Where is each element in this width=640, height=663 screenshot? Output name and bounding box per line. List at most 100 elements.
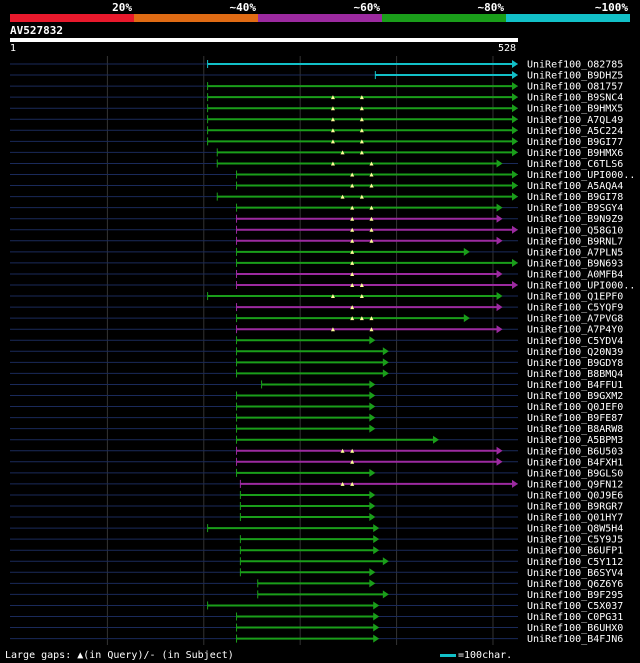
hit-name-link[interactable]: UniRef100_B6UFP1 bbox=[527, 546, 623, 557]
hit-row[interactable]: UniRef100_C5Y9J5 bbox=[10, 535, 623, 546]
hit-row[interactable]: UniRef100_Q01HY7 bbox=[10, 513, 623, 524]
hit-name-link[interactable]: UniRef100_Q20N39 bbox=[527, 347, 623, 358]
hit-row[interactable]: UniRef100_B9GLS0 bbox=[10, 468, 623, 479]
hit-name-link[interactable]: UniRef100_Q01HY7 bbox=[527, 513, 623, 524]
hit-name-link[interactable]: UniRef100_B6U503 bbox=[527, 446, 623, 457]
hit-name-link[interactable]: UniRef100_B9N9Z9 bbox=[527, 214, 623, 225]
hit-row[interactable]: UniRef100_B4FJN6 bbox=[10, 634, 623, 645]
hit-name-link[interactable]: UniRef100_B9GI78 bbox=[527, 192, 623, 203]
hit-name-link[interactable]: UniRef100_Q9FN12 bbox=[527, 479, 623, 490]
hit-row[interactable]: UniRef100_B9RGR7 bbox=[10, 502, 623, 513]
hit-row[interactable]: UniRef100_Q0J9E6 bbox=[10, 490, 623, 501]
hit-name-link[interactable]: UniRef100_C0PG31 bbox=[527, 612, 623, 623]
hit-name-link[interactable]: UniRef100_B6SYV4 bbox=[527, 568, 623, 579]
hit-row[interactable]: UniRef100_Q58G10 bbox=[10, 225, 623, 236]
hit-name-link[interactable]: UniRef100_B8BMQ4 bbox=[527, 369, 623, 380]
hit-row[interactable]: UniRef100_B9GI78 bbox=[10, 192, 623, 203]
hit-name-link[interactable]: UniRef100_B9DHZ5 bbox=[527, 71, 623, 82]
hit-name-link[interactable]: UniRef100_Q6Z6Y6 bbox=[527, 579, 623, 590]
hit-row[interactable]: UniRef100_A7PLN5 bbox=[10, 247, 623, 258]
hit-name-link[interactable]: UniRef100_A5C224 bbox=[527, 126, 623, 137]
hit-row[interactable]: UniRef100_B9HMX5 bbox=[10, 104, 623, 115]
hit-row[interactable]: UniRef100_C5Y112 bbox=[10, 557, 623, 568]
hit-name-link[interactable]: UniRef100_A5AQA4 bbox=[527, 181, 623, 192]
hit-row[interactable]: UniRef100_Q8W5H4 bbox=[10, 524, 623, 535]
hit-name-link[interactable]: UniRef100_C6TLS6 bbox=[527, 159, 623, 170]
hit-row[interactable]: UniRef100_B9N693 bbox=[10, 258, 623, 269]
hit-name-link[interactable]: UniRef100_B9F295 bbox=[527, 590, 623, 601]
hit-name-link[interactable]: UniRef100_Q8W5H4 bbox=[527, 524, 623, 535]
hit-name-link[interactable]: UniRef100_B9RGR7 bbox=[527, 502, 623, 513]
hit-name-link[interactable]: UniRef100_B8ARW8 bbox=[527, 424, 623, 435]
hit-name-link[interactable]: UniRef100_A7QL49 bbox=[527, 115, 623, 126]
hit-name-link[interactable]: UniRef100_UPI000.. bbox=[527, 281, 635, 292]
hit-row[interactable]: UniRef100_B6U503 bbox=[10, 446, 623, 457]
hit-row[interactable]: UniRef100_A7PVG8 bbox=[10, 314, 623, 325]
hit-name-link[interactable]: UniRef100_B9HMX5 bbox=[527, 104, 623, 115]
hit-name-link[interactable]: UniRef100_B9GI77 bbox=[527, 137, 623, 148]
hit-row[interactable]: UniRef100_B4FXH1 bbox=[10, 457, 623, 468]
hit-row[interactable]: UniRef100_Q9FN12 bbox=[10, 479, 623, 490]
hit-name-link[interactable]: UniRef100_B9GDY8 bbox=[527, 358, 623, 369]
hit-name-link[interactable]: UniRef100_UPI000.. bbox=[527, 170, 635, 181]
hit-name-link[interactable]: UniRef100_C5X037 bbox=[527, 601, 623, 612]
hit-row[interactable]: UniRef100_B9RNL7 bbox=[10, 236, 623, 247]
hit-row[interactable]: UniRef100_Q6Z6Y6 bbox=[10, 579, 623, 590]
hit-row[interactable]: UniRef100_O82785 bbox=[10, 60, 623, 71]
hit-row[interactable]: UniRef100_Q1EPF0 bbox=[10, 292, 623, 303]
hit-row[interactable]: UniRef100_C5X037 bbox=[10, 601, 623, 612]
hit-row[interactable]: UniRef100_A0MFB4 bbox=[10, 269, 623, 280]
hit-row[interactable]: UniRef100_B9GI77 bbox=[10, 137, 623, 148]
hit-name-link[interactable]: UniRef100_B9HMX6 bbox=[527, 148, 623, 159]
hit-row[interactable]: UniRef100_B9GXM2 bbox=[10, 391, 623, 402]
hit-name-link[interactable]: UniRef100_A0MFB4 bbox=[527, 269, 623, 280]
hit-row[interactable]: UniRef100_B8ARW8 bbox=[10, 424, 623, 435]
hit-row[interactable]: UniRef100_B9GDY8 bbox=[10, 358, 623, 369]
hit-row[interactable]: UniRef100_C0PG31 bbox=[10, 612, 623, 623]
hit-name-link[interactable]: UniRef100_B9FE87 bbox=[527, 413, 623, 424]
hit-row[interactable]: UniRef100_A7P4Y0 bbox=[10, 325, 623, 336]
hit-name-link[interactable]: UniRef100_B9GXM2 bbox=[527, 391, 623, 402]
hit-name-link[interactable]: UniRef100_B4FFU1 bbox=[527, 380, 623, 391]
hit-row[interactable]: UniRef100_A5AQA4 bbox=[10, 181, 623, 192]
hit-row[interactable]: UniRef100_B6UHX0 bbox=[10, 623, 623, 634]
hit-row[interactable]: UniRef100_O81757 bbox=[10, 82, 623, 93]
hit-row[interactable]: UniRef100_B9HMX6 bbox=[10, 148, 623, 159]
hit-name-link[interactable]: UniRef100_O82785 bbox=[527, 60, 623, 71]
hit-row[interactable]: UniRef100_UPI000.. bbox=[10, 281, 635, 292]
hit-row[interactable]: UniRef100_B9DHZ5 bbox=[10, 71, 623, 82]
hit-row[interactable]: UniRef100_B9F295 bbox=[10, 590, 623, 601]
hit-name-link[interactable]: UniRef100_Q1EPF0 bbox=[527, 292, 623, 303]
hit-name-link[interactable]: UniRef100_Q0J9E6 bbox=[527, 490, 623, 501]
hit-name-link[interactable]: UniRef100_B6UHX0 bbox=[527, 623, 623, 634]
hit-name-link[interactable]: UniRef100_B9N693 bbox=[527, 258, 623, 269]
hit-name-link[interactable]: UniRef100_B4FJN6 bbox=[527, 634, 623, 645]
hit-row[interactable]: UniRef100_B9SGY4 bbox=[10, 203, 623, 214]
hit-row[interactable]: UniRef100_C5YQF9 bbox=[10, 303, 623, 314]
hit-row[interactable]: UniRef100_B6SYV4 bbox=[10, 568, 623, 579]
hit-name-link[interactable]: UniRef100_B9RNL7 bbox=[527, 236, 623, 247]
hit-name-link[interactable]: UniRef100_A5BPM3 bbox=[527, 435, 623, 446]
hit-name-link[interactable]: UniRef100_A7P4Y0 bbox=[527, 325, 623, 336]
hit-name-link[interactable]: UniRef100_C5Y112 bbox=[527, 557, 623, 568]
hit-name-link[interactable]: UniRef100_A7PVG8 bbox=[527, 314, 623, 325]
hit-name-link[interactable]: UniRef100_B9GLS0 bbox=[527, 468, 623, 479]
hit-name-link[interactable]: UniRef100_Q58G10 bbox=[527, 225, 623, 236]
hit-row[interactable]: UniRef100_B8BMQ4 bbox=[10, 369, 623, 380]
hit-row[interactable]: UniRef100_A5BPM3 bbox=[10, 435, 623, 446]
hit-name-link[interactable]: UniRef100_B9SGY4 bbox=[527, 203, 623, 214]
hit-name-link[interactable]: UniRef100_Q0JEF0 bbox=[527, 402, 623, 413]
hit-row[interactable]: UniRef100_UPI000.. bbox=[10, 170, 635, 181]
hit-row[interactable]: UniRef100_C6TLS6 bbox=[10, 159, 623, 170]
hit-row[interactable]: UniRef100_Q0JEF0 bbox=[10, 402, 623, 413]
hit-row[interactable]: UniRef100_Q20N39 bbox=[10, 347, 623, 358]
hit-name-link[interactable]: UniRef100_B9SNC4 bbox=[527, 93, 623, 104]
hit-row[interactable]: UniRef100_A5C224 bbox=[10, 126, 623, 137]
hit-row[interactable]: UniRef100_A7QL49 bbox=[10, 115, 623, 126]
hit-row[interactable]: UniRef100_B9FE87 bbox=[10, 413, 623, 424]
hit-row[interactable]: UniRef100_B9SNC4 bbox=[10, 93, 623, 104]
hit-row[interactable]: UniRef100_B6UFP1 bbox=[10, 546, 623, 557]
hit-row[interactable]: UniRef100_C5YDV4 bbox=[10, 336, 623, 347]
hit-name-link[interactable]: UniRef100_C5Y9J5 bbox=[527, 535, 623, 546]
hit-name-link[interactable]: UniRef100_B4FXH1 bbox=[527, 457, 623, 468]
